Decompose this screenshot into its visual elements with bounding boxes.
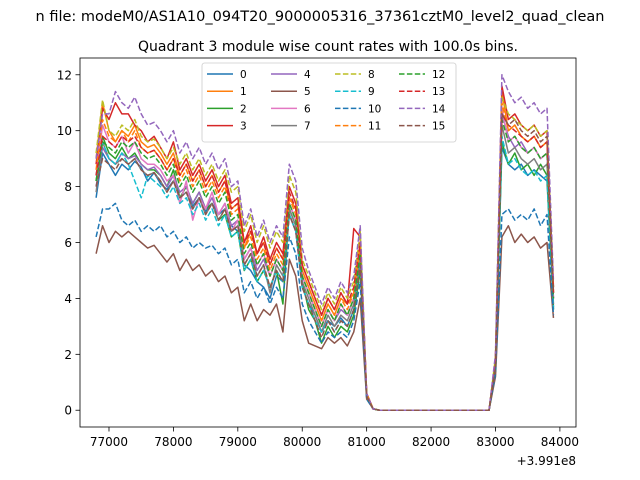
legend-label-9: 9 <box>368 86 375 98</box>
x-tick-label: 83000 <box>476 435 514 449</box>
y-tick-label: 2 <box>64 348 72 362</box>
legend-label-4: 4 <box>304 69 311 81</box>
axes: 77000 78000 79000 80000 81000 82000 83000 84000… <box>57 57 579 468</box>
y-tick-label: 10 <box>57 124 72 138</box>
legend-label-1: 1 <box>240 86 247 98</box>
legend-box <box>201 62 457 143</box>
y-tick-label: 6 <box>64 236 72 250</box>
legend-label-6: 6 <box>304 103 311 115</box>
legend-label-10: 10 <box>368 103 381 115</box>
x-tick-label: 79000 <box>219 435 257 449</box>
legend-label-7: 7 <box>304 121 311 133</box>
legend-label-15: 15 <box>432 121 445 133</box>
legend-label-14: 14 <box>432 103 446 115</box>
y-tick-label: 4 <box>64 292 72 306</box>
legend-label-12: 12 <box>432 69 445 81</box>
legend-label-2: 2 <box>240 103 247 115</box>
chart-title: Quadrant 3 module wise count rates with … <box>138 39 518 55</box>
x-tick-label: 84000 <box>541 435 579 449</box>
y-tick-label: 12 <box>57 68 72 82</box>
legend-label-0: 0 <box>240 69 247 81</box>
x-tick-label: 82000 <box>412 435 450 449</box>
series-line-15 <box>95 113 555 411</box>
series-line-11 <box>95 101 555 411</box>
legend-label-8: 8 <box>368 69 375 81</box>
figure-suptitle: n file: modeM0/AS1A10_094T20_9000005316_… <box>36 9 605 25</box>
series-line-12 <box>95 118 555 411</box>
legend-label-13: 13 <box>432 86 445 98</box>
series-line-14 <box>95 74 555 411</box>
plot-area <box>95 74 555 411</box>
x-tick-label: 81000 <box>348 435 386 449</box>
x-tick-label: 77000 <box>90 435 128 449</box>
y-tick-label: 0 <box>64 404 72 418</box>
x-tick-label: 78000 <box>154 435 192 449</box>
y-tick-label: 8 <box>64 180 72 194</box>
x-offset-label: +3.991e8 <box>517 454 576 468</box>
legend-label-3: 3 <box>240 121 247 133</box>
legend-label-5: 5 <box>304 86 311 98</box>
legend-label-11: 11 <box>368 121 381 133</box>
x-tick-label: 80000 <box>283 435 321 449</box>
